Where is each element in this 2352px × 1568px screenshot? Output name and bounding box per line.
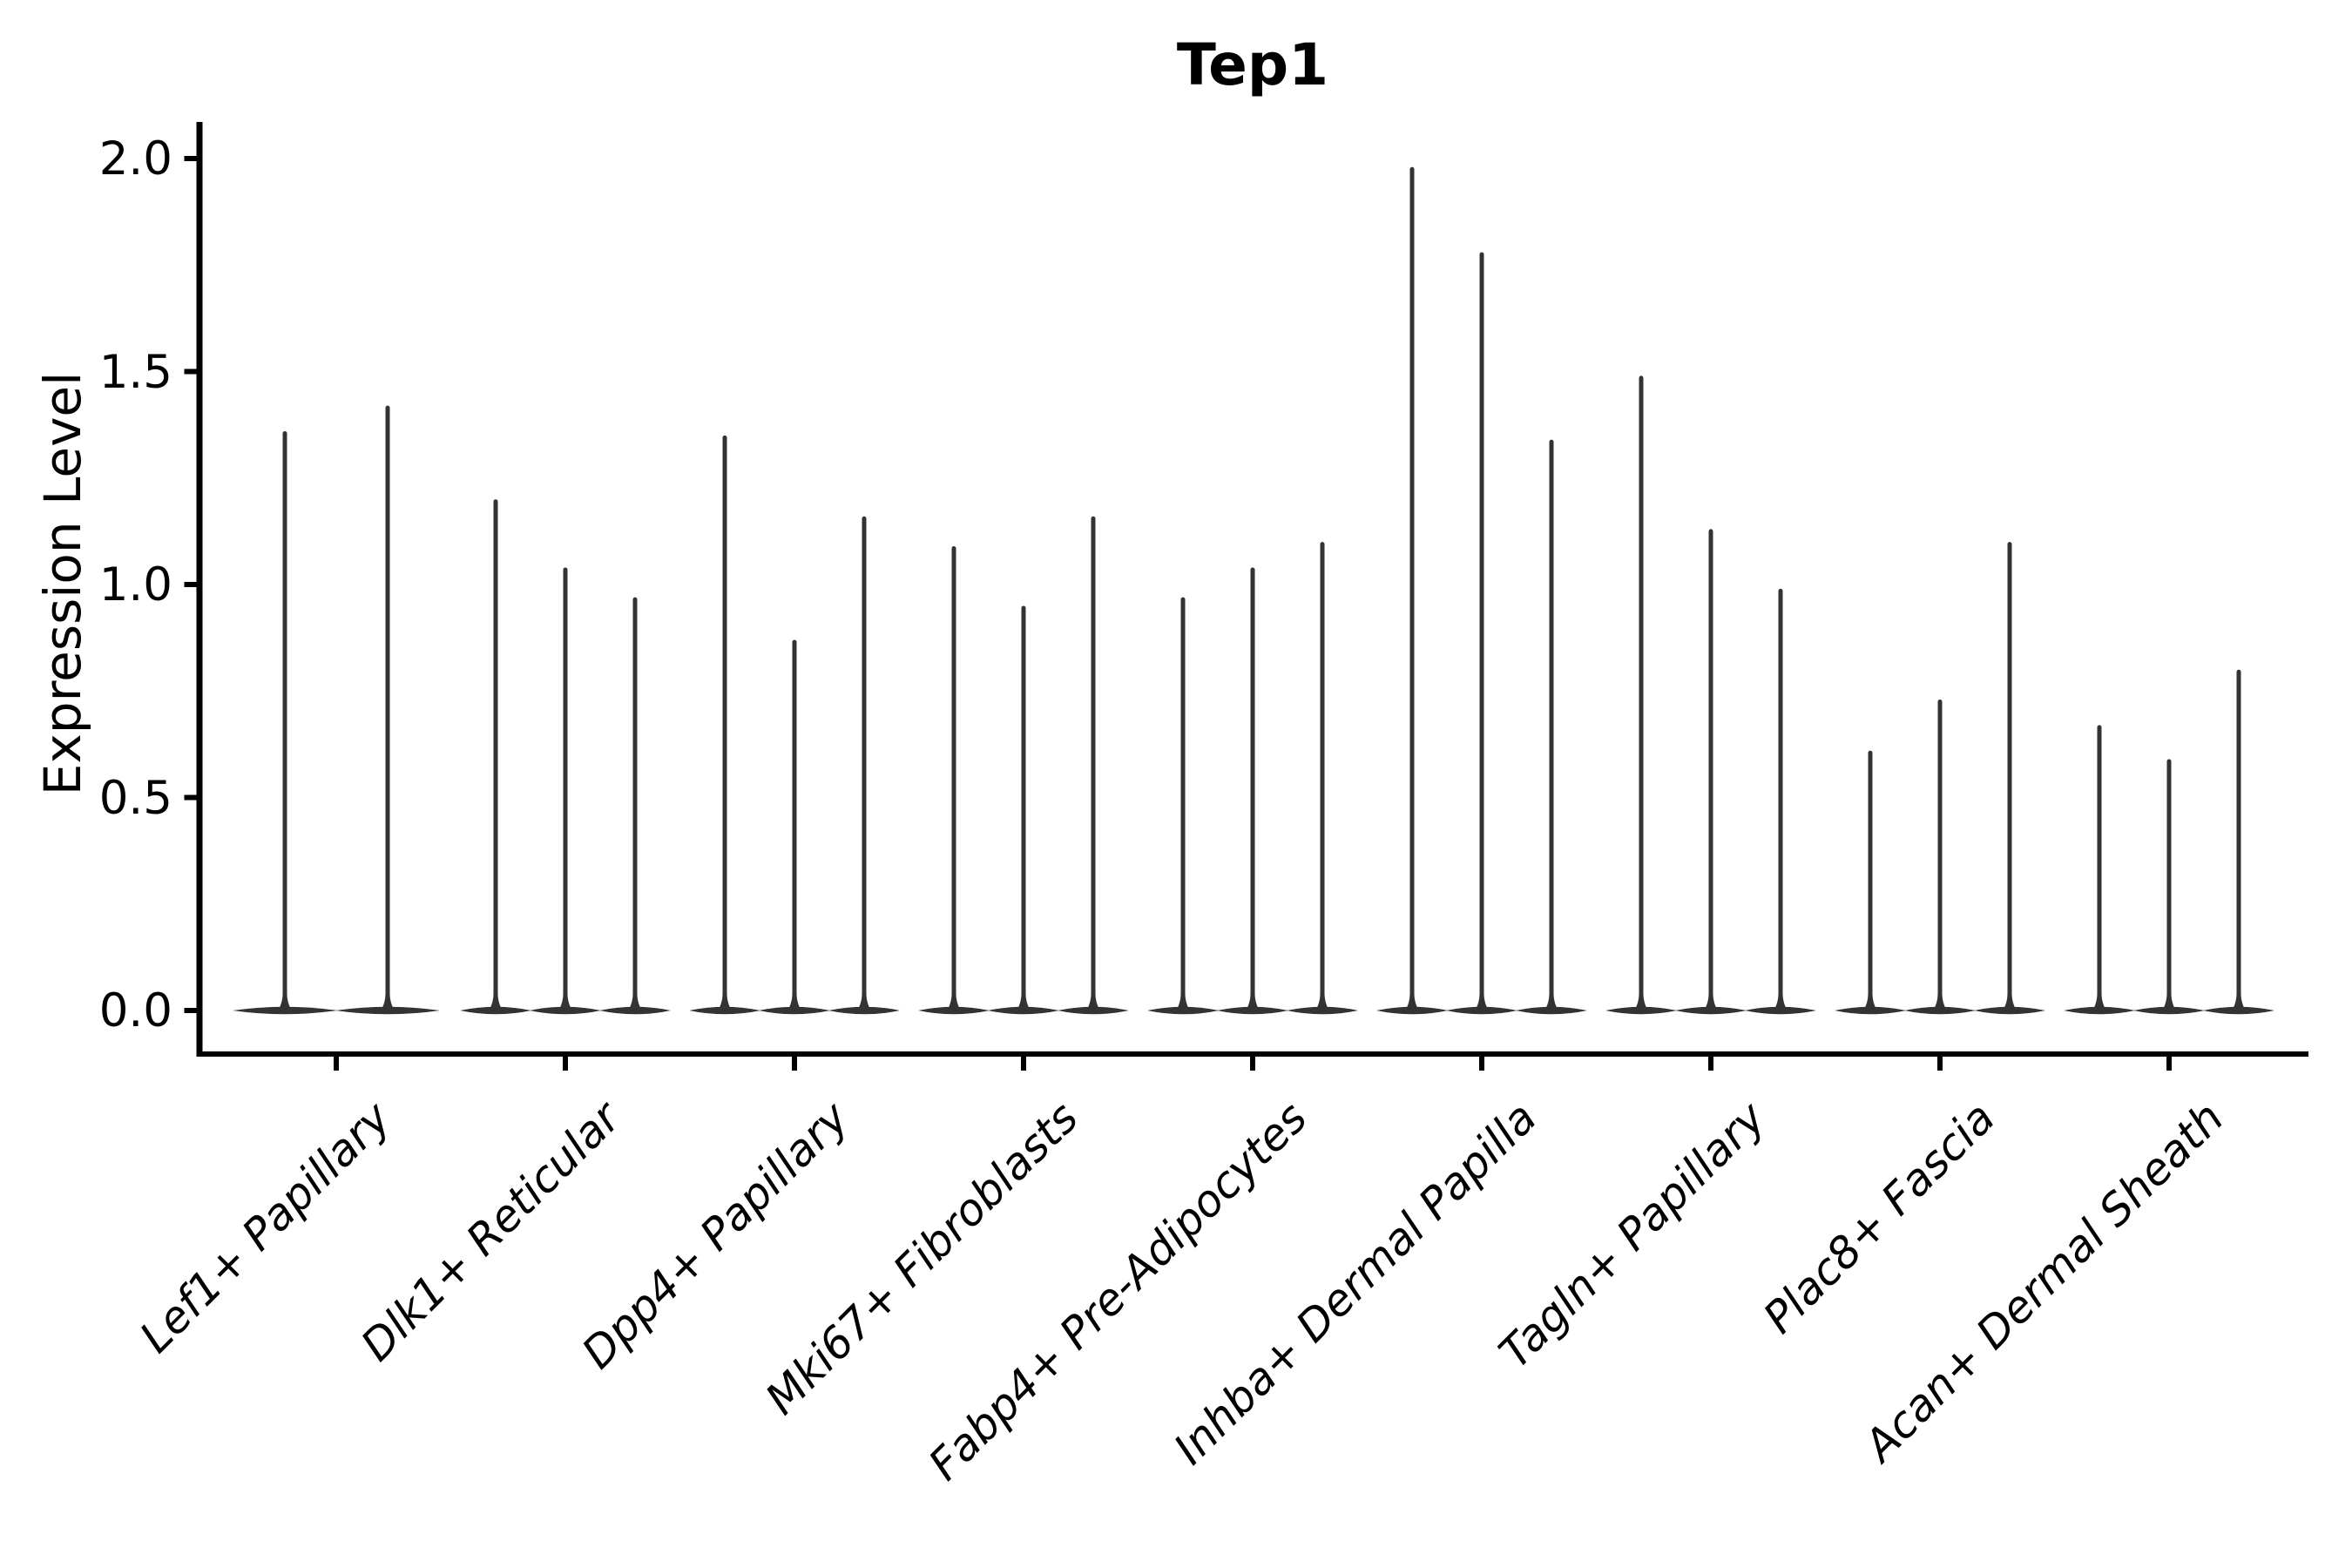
violin-group-2 xyxy=(689,435,900,1015)
y-tick-label: 1.5 xyxy=(98,345,172,399)
violin-tail-spike xyxy=(856,516,872,1012)
violin-tail-spike xyxy=(1932,700,1948,1012)
violin-tail-spike xyxy=(558,567,573,1012)
y-tick-marks xyxy=(184,156,198,1013)
violin-tail-spike xyxy=(627,597,643,1012)
x-tick-marks xyxy=(334,1057,2172,1071)
violin-tail-spike xyxy=(2231,669,2247,1012)
violin-tail-spike xyxy=(488,499,504,1012)
violin-tail-spike xyxy=(2092,725,2107,1012)
violin-tail-spike xyxy=(1085,516,1101,1012)
violin-group-1 xyxy=(460,499,671,1015)
violin-tail-spike xyxy=(1474,252,1490,1013)
violin-tail-spike xyxy=(1703,529,1719,1012)
violin-tail-spike xyxy=(2161,759,2177,1012)
violin-group-5 xyxy=(1376,166,1587,1015)
y-tick-label: 1.0 xyxy=(98,558,172,612)
violin-tail-spike xyxy=(1773,588,1788,1012)
chart-title: Tep1 xyxy=(1176,31,1329,98)
y-tick-label: 2.0 xyxy=(98,132,172,186)
violin-tail-spike xyxy=(277,430,293,1013)
violin-group-6 xyxy=(1605,375,1816,1015)
violin-group-0 xyxy=(233,405,440,1015)
violin-group-7 xyxy=(1835,542,2045,1015)
violin-tail-spike xyxy=(1633,375,1649,1013)
violin-tail-spike xyxy=(1175,597,1191,1012)
violin-tail-spike xyxy=(1544,439,1559,1012)
violin-tail-spike xyxy=(717,435,733,1013)
violin-tail-spike xyxy=(380,405,395,1012)
violin-tail-spike xyxy=(946,545,962,1012)
violin-tail-spike xyxy=(787,639,802,1012)
violin-tail-spike xyxy=(1862,750,1878,1012)
violin-tail-spike xyxy=(1016,605,1031,1012)
violin-tail-spike xyxy=(1245,567,1260,1012)
y-tick-label: 0.5 xyxy=(98,771,172,825)
violin-tail-spike xyxy=(2002,542,2017,1012)
y-tick-label: 0.0 xyxy=(98,984,172,1037)
violin-tail-spike xyxy=(1315,542,1330,1012)
violin-tail-spike xyxy=(1404,166,1420,1012)
violin-group-4 xyxy=(1147,542,1358,1015)
violin-group-3 xyxy=(918,516,1129,1015)
violin-group-8 xyxy=(2064,669,2274,1015)
